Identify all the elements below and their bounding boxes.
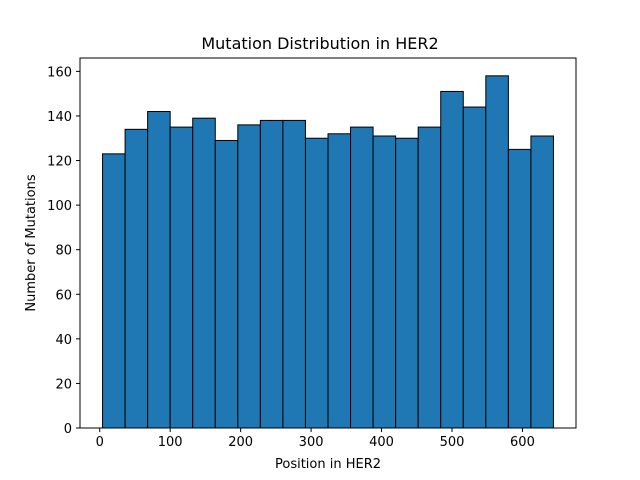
histogram-bar bbox=[192, 117, 216, 429]
histogram-bar bbox=[485, 75, 509, 429]
histogram-bar bbox=[124, 128, 149, 429]
x-tick-label: 500 bbox=[440, 435, 465, 450]
x-tick-label: 300 bbox=[299, 435, 324, 450]
y-axis-label: Number of Mutations bbox=[24, 174, 39, 311]
histogram-bar bbox=[507, 148, 532, 429]
histogram-bar bbox=[417, 126, 442, 429]
histogram-bar bbox=[327, 133, 352, 429]
histogram-bar bbox=[282, 119, 306, 429]
x-axis-label: Position in HER2 bbox=[275, 457, 381, 472]
x-tick-label: 400 bbox=[369, 435, 394, 450]
x-tick-label: 0 bbox=[96, 435, 104, 450]
y-tick-label: 20 bbox=[55, 377, 72, 392]
histogram-bar bbox=[237, 124, 261, 429]
y-tick-label: 100 bbox=[47, 199, 72, 214]
y-tick-label: 140 bbox=[47, 110, 72, 125]
x-tick-label: 600 bbox=[510, 435, 535, 450]
y-tick-label: 60 bbox=[55, 288, 72, 303]
bars-group bbox=[102, 75, 554, 429]
y-tick-label: 80 bbox=[55, 244, 72, 259]
y-tick-label: 40 bbox=[55, 333, 72, 348]
histogram-bar bbox=[350, 126, 374, 429]
plot-frame bbox=[79, 57, 577, 429]
y-tick-label: 0 bbox=[64, 422, 72, 437]
x-tick-label: 200 bbox=[228, 435, 253, 450]
histogram-bar bbox=[214, 139, 239, 429]
histogram-bar bbox=[169, 126, 194, 429]
histogram-bar bbox=[372, 135, 397, 429]
histogram-bar bbox=[102, 153, 126, 429]
x-tick-label: 100 bbox=[158, 435, 183, 450]
histogram-bar bbox=[304, 137, 329, 429]
histogram-bar bbox=[462, 106, 487, 429]
histogram-bar bbox=[147, 110, 171, 429]
histogram-bar bbox=[530, 135, 554, 429]
histogram-bar bbox=[259, 119, 284, 429]
y-tick-label: 120 bbox=[47, 155, 72, 170]
x-axis: 0 100 200 300 400 500 600 bbox=[96, 428, 535, 450]
chart-title: Mutation Distribution in HER2 bbox=[201, 34, 438, 53]
y-tick-label: 160 bbox=[47, 65, 72, 80]
histogram-bar bbox=[440, 90, 464, 429]
histogram-bar bbox=[395, 137, 419, 429]
y-axis: 0 20 40 60 80 100 120 140 160 bbox=[47, 65, 80, 437]
